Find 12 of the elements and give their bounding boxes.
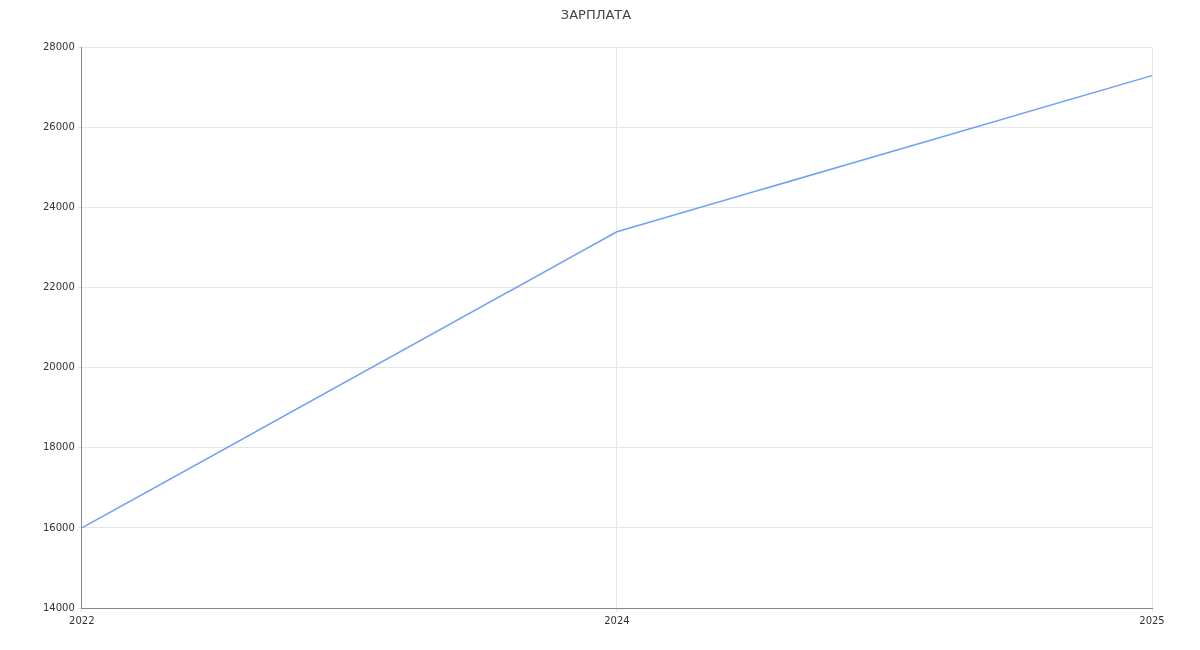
x-tick-label: 2024 bbox=[604, 614, 630, 626]
y-tick-label: 14000 bbox=[43, 601, 75, 613]
y-tick-label: 16000 bbox=[43, 521, 75, 533]
chart-title: ЗАРПЛАТА bbox=[560, 7, 632, 23]
y-tick-label: 24000 bbox=[43, 201, 75, 213]
y-tick-label: 26000 bbox=[43, 121, 75, 133]
x-tick-label: 2025 bbox=[1139, 614, 1165, 626]
y-tick-label: 20000 bbox=[43, 361, 75, 373]
x-tick-label: 2022 bbox=[69, 614, 95, 626]
y-tick-label: 28000 bbox=[43, 41, 75, 53]
y-tick-label: 18000 bbox=[43, 441, 75, 453]
y-tick-label: 22000 bbox=[43, 281, 75, 293]
